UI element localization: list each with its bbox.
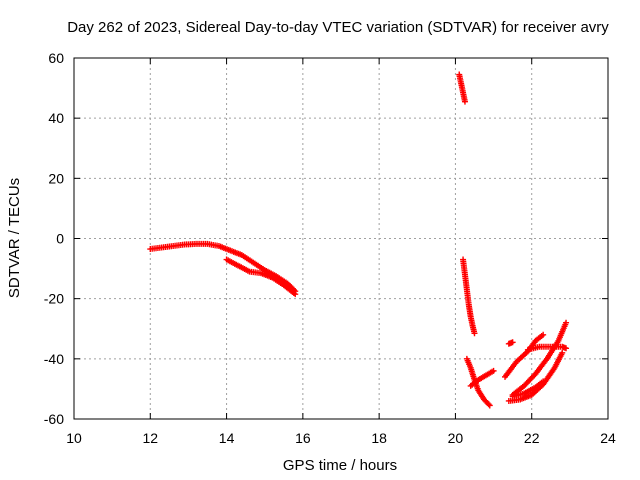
series-arc-1 [147,240,299,295]
data-point [540,378,547,385]
y-tick-label: 20 [48,170,64,186]
x-axis-label: GPS time / hours [283,457,397,474]
chart-title: Day 262 of 2023, Sidereal Day-to-day VTE… [67,19,609,36]
series-arc-12 [509,378,547,400]
axis-ticks: 10 12 14 16 18 20 22 24 -60 -40 -20 0 20 40 60 [44,50,616,446]
x-tick-label: 14 [219,430,235,446]
data-point [471,330,478,337]
series-arc-2 [223,256,299,298]
data-points [147,71,570,409]
x-tick-label: 16 [295,430,311,446]
x-tick-label: 18 [371,430,387,446]
y-tick-label: 40 [48,110,64,126]
data-point [292,291,299,298]
data-point [559,349,566,356]
series-arc-9 [502,331,547,380]
data-point [486,402,493,409]
data-point [509,339,516,346]
y-axis-label: SDTVAR / TECUs [6,178,23,298]
series-arc-11 [524,343,570,353]
x-tick-label: 22 [524,430,540,446]
series-arc-7 [505,339,516,347]
series-arc-3 [456,71,468,105]
x-tick-label: 20 [448,430,464,446]
data-point [490,367,497,374]
series-arc-6 [467,367,497,389]
y-tick-label: 60 [48,50,64,66]
data-point [485,401,492,408]
y-tick-label: -60 [44,411,64,427]
data-point [540,331,547,338]
x-tick-label: 24 [600,430,616,446]
grid [74,58,608,419]
x-tick-label: 10 [66,430,82,446]
plot-frame [73,57,609,420]
series-arc-10 [505,349,566,404]
y-tick-label: -20 [44,291,64,307]
y-tick-label: 0 [56,231,64,247]
data-point [563,345,570,352]
data-point [563,319,570,326]
series-arc-4 [460,256,478,337]
y-tick-label: -40 [44,351,64,367]
data-point [461,98,468,105]
x-tick-label: 12 [142,430,158,446]
